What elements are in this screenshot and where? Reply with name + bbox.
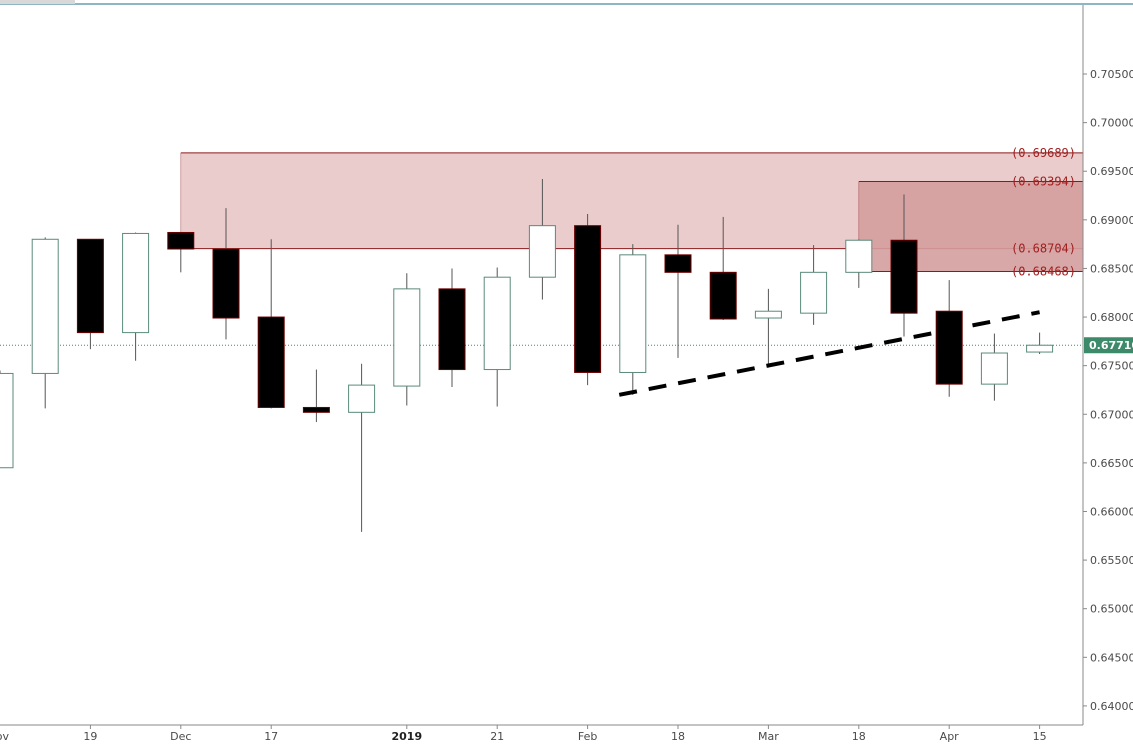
- candle-7: [257, 239, 285, 409]
- candle-body: [754, 310, 782, 319]
- time-tick-label: Apr: [940, 730, 960, 743]
- candle-17: [709, 216, 737, 320]
- time-tick-label: 15: [1033, 730, 1047, 743]
- candle-body: [664, 254, 692, 273]
- candle-23: [980, 333, 1008, 401]
- time-axis[interactable]: ov 19 Dec 17 2019 21 Feb 18 Mar 18 Apr 15: [0, 724, 1083, 743]
- candle-body: [619, 254, 647, 373]
- price-tick-label: 0.64000: [1090, 700, 1133, 713]
- candle-body: [845, 239, 873, 273]
- candles: [0, 179, 1054, 532]
- candle-6: [212, 208, 240, 340]
- candle-10: [393, 273, 421, 406]
- candle-1: [0, 370, 14, 469]
- candle-body: [709, 271, 737, 320]
- price-tick-label: 0.69500: [1090, 165, 1133, 178]
- dashed-trendline: [618, 310, 1040, 397]
- candle-body: [1026, 344, 1054, 353]
- candle-body: [574, 225, 602, 373]
- current-price-tag-label: 0.67710: [1089, 339, 1133, 352]
- candle-16: [664, 224, 692, 358]
- price-tick-label: 0.66000: [1090, 505, 1133, 518]
- top-left-scroll-handle[interactable]: [0, 0, 75, 4]
- zone-1-top-label: (0.69689): [1011, 146, 1076, 160]
- current-price-tag: [1084, 337, 1133, 354]
- candle-3: [76, 238, 104, 350]
- candle-body: [528, 225, 556, 278]
- candle-2: [31, 237, 59, 409]
- time-tick-label: 17: [264, 730, 278, 743]
- price-tick-label: 0.67000: [1090, 408, 1133, 421]
- candle-22: [935, 280, 963, 397]
- zone-price-labels: (0.69689) (0.68704) (0.69394) (0.68468): [1011, 146, 1076, 279]
- price-tick-label: 0.64500: [1090, 651, 1133, 664]
- candle-13: [528, 179, 556, 300]
- time-tick-label: Feb: [578, 730, 597, 743]
- price-tick-label: 0.65000: [1090, 603, 1133, 616]
- candle-4: [122, 232, 150, 361]
- candle-14: [574, 214, 602, 386]
- time-tick-label: 21: [490, 730, 504, 743]
- candle-body: [890, 239, 918, 314]
- candle-body: [0, 372, 14, 469]
- candle-body: [935, 310, 963, 385]
- candle-20: [845, 239, 873, 288]
- price-tick-label: 0.65500: [1090, 554, 1133, 567]
- price-tick-label: 0.68000: [1090, 311, 1133, 324]
- candle-body: [31, 238, 59, 374]
- candle-15: [619, 244, 647, 395]
- zone-2-bottom-label: (0.68468): [1011, 265, 1076, 279]
- price-tick-label: 0.69000: [1090, 214, 1133, 227]
- candle-8: [302, 369, 330, 423]
- time-tick-label: Dec: [170, 730, 191, 743]
- candle-body: [212, 248, 240, 319]
- zone-2-top-label: (0.69394): [1011, 175, 1076, 189]
- time-tick-label: Mar: [758, 730, 779, 743]
- time-tick-label: 19: [83, 730, 97, 743]
- trendline-layer: [618, 310, 1040, 397]
- candle-9: [348, 363, 376, 532]
- candle-19: [800, 245, 828, 325]
- candle-body: [348, 384, 376, 413]
- candle-body: [438, 288, 466, 371]
- candle-body: [302, 406, 330, 413]
- candle-24: [1026, 332, 1054, 354]
- candle-body: [122, 232, 150, 334]
- candle-body: [76, 238, 104, 334]
- candle-18: [754, 288, 782, 368]
- price-tick-label: 0.70500: [1090, 68, 1133, 81]
- candle-body: [483, 276, 511, 371]
- price-tick-label: 0.66500: [1090, 457, 1133, 470]
- time-tick-label: 18: [671, 730, 685, 743]
- time-tick-label: 2019: [391, 730, 422, 743]
- time-tick-label: 18: [852, 730, 866, 743]
- resistance-zones: [180, 152, 1084, 273]
- candle-body: [167, 231, 195, 250]
- candle-body: [800, 271, 828, 314]
- price-axis[interactable]: 0.70500 0.70000 0.69500 0.69000 0.68500 0.680…: [1082, 5, 1133, 725]
- price-tick-label: 0.67500: [1090, 360, 1133, 373]
- candle-body: [257, 316, 285, 408]
- candle-11: [438, 268, 466, 388]
- price-tick-label: 0.70000: [1090, 117, 1133, 130]
- candle-body: [393, 288, 421, 387]
- candle-21: [890, 194, 918, 337]
- candle-body: [980, 352, 1008, 385]
- price-tick-label: 0.68500: [1090, 262, 1133, 275]
- time-tick-label: ov: [0, 730, 9, 743]
- candle-5: [167, 231, 195, 273]
- candle-12: [483, 267, 511, 407]
- zone-1-bottom-label: (0.68704): [1011, 242, 1076, 256]
